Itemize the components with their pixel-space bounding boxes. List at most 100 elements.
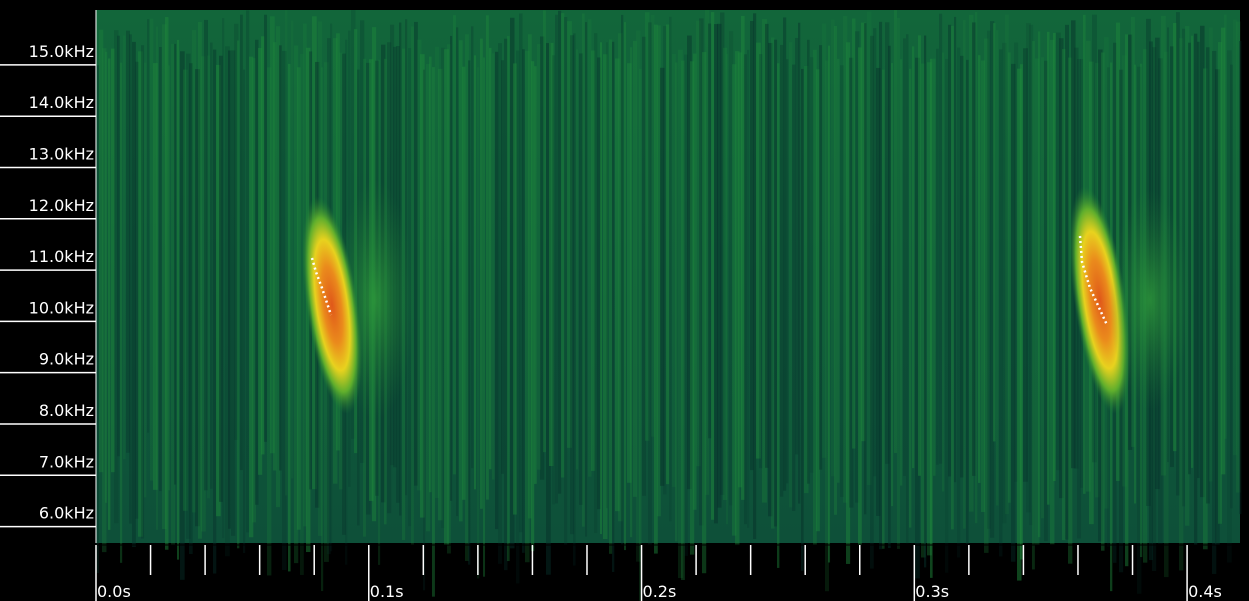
streak [666,24,670,485]
streak [519,13,523,533]
streak [738,52,743,488]
streak [1221,27,1226,475]
streak [1014,42,1019,482]
streak [1200,25,1205,498]
streak [1005,14,1009,515]
streak [99,29,104,473]
streak [426,63,431,532]
streak [156,26,159,530]
streak [816,69,820,532]
streak [762,19,767,503]
streak [585,22,588,537]
streak [693,53,697,510]
streak [453,15,456,475]
streak [1227,50,1232,563]
streak [1194,33,1198,545]
streak [912,46,915,469]
streak [909,68,912,528]
streak [1035,58,1040,546]
streak [972,22,976,476]
streak [414,21,418,486]
streak [1026,23,1031,513]
call-blobs [302,180,1190,420]
streak [216,64,221,517]
streak [504,38,508,571]
streak [510,17,515,549]
streak [267,67,272,576]
streak [522,49,525,553]
streak [114,30,119,524]
streak [279,45,282,471]
streak [1002,42,1007,524]
streak [921,63,926,558]
streak [543,10,546,453]
streak [192,30,197,513]
streak [546,43,551,575]
streak [735,51,740,546]
streak [582,13,585,527]
streak [675,62,678,542]
y-tick-label: 10.0kHz [29,298,94,317]
streak [918,35,921,476]
streak [954,16,957,483]
streak [846,42,851,564]
streak [591,50,596,471]
streak [243,69,246,554]
streak [603,54,608,540]
streak [843,16,848,503]
streak [597,57,601,510]
streak [438,68,443,521]
streak [837,58,840,483]
streak [714,24,718,524]
streak [657,25,661,517]
streak [942,52,945,492]
streak [819,45,823,470]
streak [708,23,712,439]
streak [444,49,449,546]
streak [549,42,554,467]
streak [1215,69,1220,545]
streak [144,62,147,498]
streak [120,62,123,563]
streak [138,51,143,537]
streak [756,42,761,459]
streak [153,63,158,490]
streak [474,55,477,490]
plot-area [96,10,1240,543]
streak [189,63,193,555]
y-tick-label: 13.0kHz [29,144,94,163]
streak [723,47,728,501]
streak [1197,41,1200,479]
streak [600,42,603,535]
streak [957,47,961,558]
streak [981,60,986,512]
streak [141,45,145,539]
streak [588,19,592,477]
streak [1023,48,1028,482]
streak [783,17,787,491]
streak [852,18,856,449]
streak [1029,24,1034,526]
streak [900,59,903,486]
streak [864,23,867,515]
streak [525,50,530,563]
streak [1209,27,1213,482]
streak [873,28,877,477]
streak [174,43,177,485]
streak [861,22,866,442]
streak [489,47,492,470]
streak [609,39,613,554]
streak [1041,57,1045,519]
streak [255,39,259,505]
streak [471,26,474,469]
streak [579,53,584,505]
x-tick-label: 0.1s [370,582,404,601]
streak [165,17,169,550]
x-tick-label: 0.2s [643,582,677,601]
streak [300,54,304,575]
streak [621,14,624,545]
streak [162,24,167,530]
streak [573,33,576,566]
streak [717,23,722,508]
streak [168,65,171,491]
